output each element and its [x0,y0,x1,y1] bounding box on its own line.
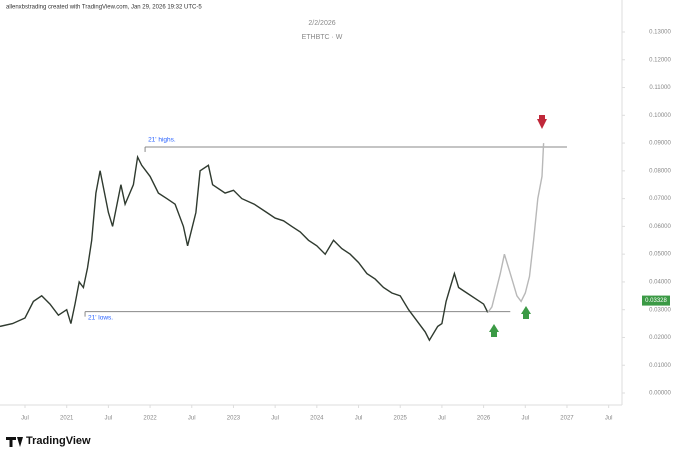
x-tick-label: Jul [521,416,529,422]
x-tick-label: 2025 [394,416,408,422]
arrow-up [489,324,499,332]
last-price-box [642,295,670,306]
chart-subtitle: ETHBTC · W [302,34,343,41]
y-tick-label: 0.09000 [649,141,671,147]
y-tick-label: 0.03000 [649,307,671,313]
x-tick-label: Jul [438,416,446,422]
y-tick-label: 0.12000 [649,57,671,63]
level-label: 21' lows. [88,314,113,321]
arrow-up [491,331,497,337]
chart-title: 2/2/2026 [308,20,335,27]
y-tick-label: 0.13000 [649,30,671,36]
x-tick-label: Jul [105,416,113,422]
x-tick-label: 2024 [310,416,324,422]
arrow-up [521,306,531,314]
price-line [487,143,545,313]
x-tick-label: 2026 [477,416,491,422]
y-tick-label: 0.00000 [649,391,671,397]
y-tick-label: 0.07000 [649,196,671,202]
x-tick-label: Jul [188,416,196,422]
arrow-down [537,119,547,129]
y-tick-label: 0.06000 [649,224,671,230]
logo-mark [6,437,23,447]
level-label: 21' highs. [148,137,176,144]
arrow-down [539,115,545,121]
y-tick-label: 0.05000 [649,252,671,258]
arrow-up [523,313,529,319]
y-tick-label: 0.01000 [649,363,671,369]
x-tick-label: Jul [271,416,279,422]
x-tick-label: 2022 [143,416,157,422]
x-tick-label: Jul [21,416,29,422]
x-tick-label: 2027 [560,416,574,422]
last-price-label: 0.03328 [645,298,667,304]
price-line [0,154,489,342]
y-tick-label: 0.11000 [649,85,671,91]
x-tick-label: Jul [355,416,363,422]
y-tick-label: 0.10000 [649,113,671,119]
x-tick-label: Jul [605,416,613,422]
y-tick-label: 0.08000 [649,168,671,174]
credit: allenxbstrading created with TradingView… [6,5,202,11]
y-tick-label: 0.02000 [649,335,671,341]
x-tick-label: 2021 [60,416,74,422]
x-tick-label: 2023 [227,416,241,422]
logo-text: TradingView [26,435,91,447]
y-tick-label: 0.04000 [649,280,671,286]
